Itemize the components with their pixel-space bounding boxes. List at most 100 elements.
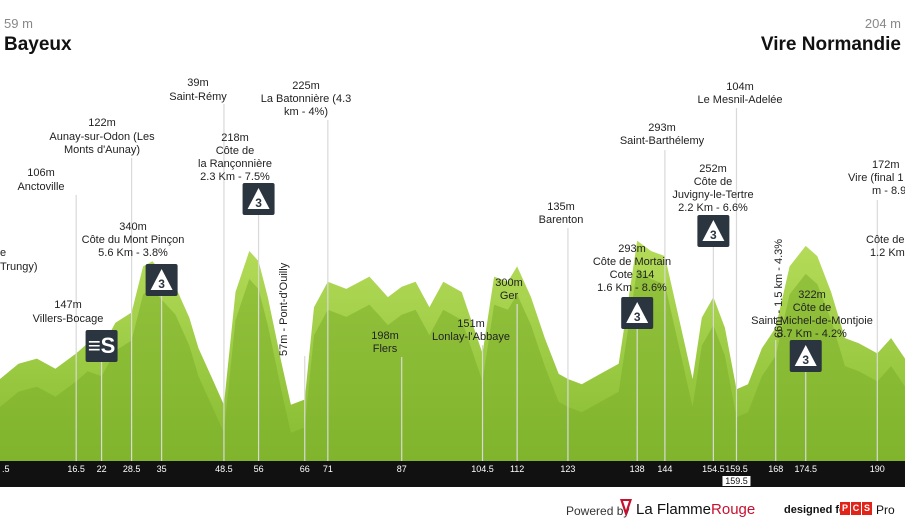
footer: Powered by La FlammeRouge designed for P… xyxy=(0,496,905,525)
label-aunay-2: Monts d'Aunay) xyxy=(64,144,140,156)
category-3-badge: 3 xyxy=(242,183,275,215)
label-anctoville: Anctoville xyxy=(17,181,64,193)
km-tick-label: .5 xyxy=(2,464,10,474)
label-right-partial-1: Côte de xyxy=(866,234,905,246)
km-tick-label: 71 xyxy=(323,464,333,474)
finish-altitude: 204 m xyxy=(865,16,901,31)
km-tick-label: 28.5 xyxy=(123,464,141,474)
label-flers: Flers xyxy=(373,343,398,355)
start-altitude: 59 m xyxy=(4,16,33,31)
pcs-letter-c: C xyxy=(851,502,861,515)
brand-name[interactable]: La FlammeRouge xyxy=(636,501,755,518)
km-tick-label: 56 xyxy=(254,464,264,474)
label-ger-alt: 300m xyxy=(495,277,523,289)
label-flers-alt: 198m xyxy=(371,330,399,342)
pcs-letter-p: P xyxy=(840,502,850,515)
finish-town: Vire Normandie xyxy=(761,34,901,55)
mountain-icon xyxy=(247,188,270,209)
label-remy: Saint-Rémy xyxy=(169,91,227,103)
svg-text:3: 3 xyxy=(255,196,262,210)
label-ranconniere-1: Côte de xyxy=(216,145,255,157)
label-vire-2: m - 8.9% xyxy=(872,185,905,197)
designed-for-text: designed for xyxy=(784,504,851,516)
km-tick-label: 87 xyxy=(397,464,407,474)
km-tick-label: 190 xyxy=(870,464,885,474)
marker-lines xyxy=(75,104,878,461)
label-ranconniere-3: 2.3 Km - 7.5% xyxy=(200,171,270,183)
label-ger: Ger xyxy=(500,290,519,302)
label-vertical-climb: 66m - 1.5 km - 4.3% xyxy=(773,239,785,338)
flamme-rouge-logo-icon xyxy=(620,499,632,517)
label-pincon-1: Côte du Mont Pinçon xyxy=(82,234,185,246)
km-ticks: .5 16.5 22 28.5 35 48.5 56 66 71 87 104.5 112 123 138… xyxy=(2,464,885,486)
km-highlight-label: 159.5 xyxy=(725,476,748,486)
label-right-partial-2: 1.2 Km xyxy=(870,247,905,259)
label-mortain-3: 1.6 Km - 8.6% xyxy=(597,282,667,294)
label-pincon-2: 5.6 Km - 3.8% xyxy=(98,247,168,259)
label-lonlay: Lonlay-l'Abbaye xyxy=(432,331,510,343)
label-montjoie-alt: 322m xyxy=(798,289,826,301)
powered-by-text: Powered by xyxy=(566,504,630,518)
km-tick-label: 174.5 xyxy=(794,464,817,474)
category-3-badge: 3 xyxy=(621,297,654,329)
sprint-badge: ≡S xyxy=(85,330,118,362)
label-pincon-alt: 340m xyxy=(119,221,147,233)
pcs-letter-s: S xyxy=(862,502,872,515)
km-tick-label: 154.5 xyxy=(702,464,725,474)
label-montjoie-3: 3.7 Km - 4.2% xyxy=(777,328,847,340)
label-aunay-1: Aunay-sur-Odon (Les xyxy=(49,131,155,143)
label-barenton-alt: 135m xyxy=(547,201,575,213)
km-tick-label: 48.5 xyxy=(215,464,233,474)
label-villers: Villers-Bocage xyxy=(33,313,104,325)
distance-bar xyxy=(0,461,905,487)
label-mortain-1: Côte de Mortain xyxy=(593,256,671,268)
label-vire-alt: 172m xyxy=(872,159,900,171)
label-remy-alt: 39m xyxy=(187,77,208,89)
profile-shade xyxy=(0,268,905,461)
label-batonniere-1: La Batonnière (4.3 xyxy=(261,93,352,105)
km-tick-label: 123 xyxy=(560,464,575,474)
km-tick-label: 16.5 xyxy=(67,464,85,474)
km-tick-label: 104.5 xyxy=(471,464,494,474)
mountain-icon xyxy=(626,302,649,323)
pcs-logo[interactable]: P C S xyxy=(840,502,872,515)
label-montjoie-2: Saint-Michel-de-Montjoie xyxy=(751,315,873,327)
label-villers-alt: 147m xyxy=(54,299,82,311)
label-vire-1: Vire (final 1 xyxy=(848,172,903,184)
km-tick-label: 168 xyxy=(768,464,783,474)
svg-text:≡S: ≡S xyxy=(88,333,116,358)
svg-text:3: 3 xyxy=(634,310,641,324)
label-juvigny-alt: 252m xyxy=(699,163,727,175)
svg-text:3: 3 xyxy=(158,277,165,291)
label-batonniere-2: km - 4%) xyxy=(284,106,328,118)
km-tick-label: 22 xyxy=(97,464,107,474)
label-mesnil: Le Mesnil-Adelée xyxy=(698,94,783,106)
label-pont-vertical: 57m - Pont-d'Ouilly xyxy=(278,262,290,356)
label-mortain-2: Cote 314 xyxy=(610,269,655,281)
km-tick-label: 159.5 xyxy=(725,464,748,474)
label-barthelemy-alt: 293m xyxy=(648,122,676,134)
km-tick-label: 144 xyxy=(657,464,672,474)
label-juvigny-3: 2.2 Km - 6.6% xyxy=(678,202,748,214)
brand-name-part-2: Rouge xyxy=(711,501,756,518)
mountain-icon xyxy=(794,345,817,366)
pro-text: Pro xyxy=(876,503,895,517)
label-aunay-alt: 122m xyxy=(88,117,116,129)
brand-name-part-1: La Flamme xyxy=(636,501,712,518)
label-left-partial: e xyxy=(0,247,6,259)
label-montjoie-1: Côte de xyxy=(793,302,832,314)
category-3-badge: 3 xyxy=(145,264,178,296)
point-labels: e Trungy) 106m Anctoville 147m Villers-B… xyxy=(0,77,905,356)
km-tick-label: 138 xyxy=(630,464,645,474)
category-3-badge: 3 xyxy=(697,215,730,247)
km-tick-label: 35 xyxy=(157,464,167,474)
km-tick-label: 112 xyxy=(510,464,524,474)
climb-badges: ≡S 3 3 3 3 3 xyxy=(85,183,822,372)
label-juvigny-1: Côte de xyxy=(694,176,733,188)
start-town: Bayeux xyxy=(4,34,72,55)
mountain-icon xyxy=(702,220,725,241)
elevation-profile xyxy=(0,240,905,461)
label-barenton: Barenton xyxy=(539,214,584,226)
label-batonniere-alt: 225m xyxy=(292,80,320,92)
